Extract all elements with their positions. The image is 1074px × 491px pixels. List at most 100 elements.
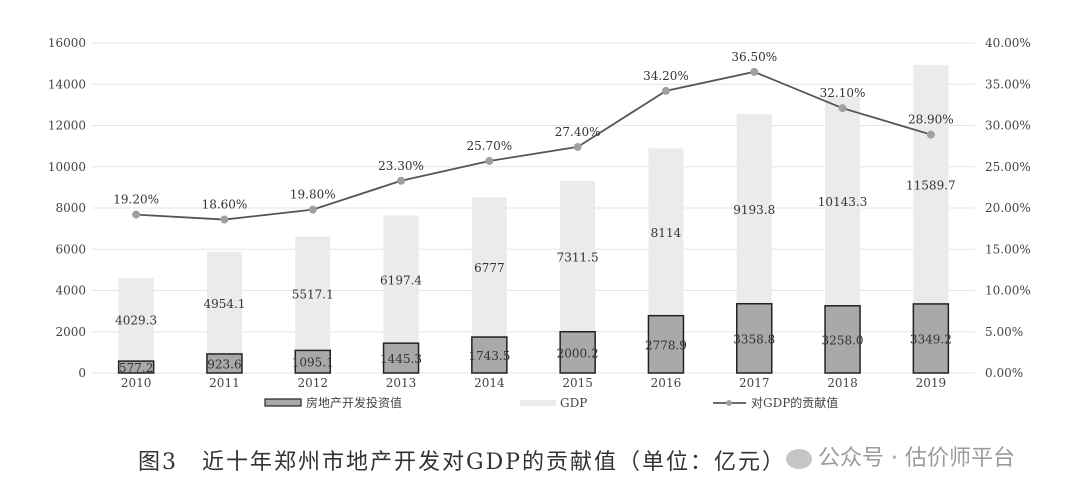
- contribution-point: [132, 210, 141, 219]
- x-tick-label: 2013: [386, 376, 417, 390]
- y2-tick-label: 10.00%: [985, 284, 1031, 298]
- gdp-data-label: 11589.7: [906, 178, 956, 192]
- y-tick-label: 8000: [55, 201, 86, 215]
- y-tick-label: 10000: [48, 160, 86, 174]
- contribution-data-label: 25.70%: [466, 139, 512, 153]
- x-tick-label: 2018: [827, 376, 858, 390]
- contribution-data-label: 23.30%: [378, 159, 424, 173]
- investment-bar: [912, 303, 950, 374]
- gdp-data-label: 4029.3: [115, 314, 157, 328]
- contribution-point: [661, 86, 670, 95]
- gdp-bar: [825, 96, 861, 306]
- contribution-data-label: 36.50%: [731, 50, 777, 64]
- gdp-data-label: 10143.3: [818, 195, 868, 209]
- contribution-data-label: 19.20%: [113, 193, 159, 207]
- contribution-data-label: 27.40%: [555, 125, 601, 139]
- legend-investment-swatch: [264, 398, 302, 407]
- investment-bar: [294, 349, 331, 374]
- y2-tick-label: 30.00%: [985, 119, 1031, 133]
- y-tick-label: 16000: [48, 36, 86, 50]
- investment-bar: [647, 314, 685, 374]
- contribution-data-label: 18.60%: [202, 198, 248, 212]
- figure-caption: 图3 近十年郑州市地产开发对GDP的贡献值（单位：亿元）: [138, 450, 787, 475]
- y-tick-label: 12000: [48, 119, 86, 133]
- gdp-data-label: 4954.1: [203, 297, 245, 311]
- gdp-data-label: 6777: [474, 261, 505, 275]
- x-tick-label: 2015: [562, 376, 593, 390]
- investment-bar: [206, 353, 243, 374]
- contribution-data-label: 19.80%: [290, 188, 336, 202]
- contribution-point: [926, 130, 935, 139]
- investment-data-label: 3358.8: [733, 332, 775, 346]
- gdp-bar: [648, 148, 684, 316]
- contribution-point: [573, 142, 582, 151]
- y2-tick-label: 5.00%: [985, 325, 1023, 339]
- x-tick-label: 2017: [739, 376, 770, 390]
- investment-bar: [736, 302, 773, 374]
- investment-data-label: 577.2: [119, 361, 153, 375]
- investment-data-label: 1743.5: [468, 349, 510, 363]
- contribution-point: [308, 205, 317, 214]
- gdp-bar: [383, 215, 419, 344]
- investment-bar: [382, 342, 420, 374]
- legend-gdp-swatch: [520, 400, 556, 406]
- gdp-bar: [118, 277, 154, 362]
- contribution-point: [397, 176, 406, 185]
- y2-tick-label: 35.00%: [985, 77, 1031, 91]
- gdp-bar: [736, 114, 772, 304]
- gdp-bar: [471, 197, 507, 338]
- x-tick-label: 2019: [916, 376, 947, 390]
- investment-data-label: 3349.2: [910, 332, 952, 346]
- watermark-text: 公众号 · 估价师平台: [818, 446, 1015, 471]
- y2-tick-label: 25.00%: [985, 160, 1031, 174]
- legend-line-marker: [726, 400, 732, 406]
- investment-data-label: 1095.1: [292, 356, 334, 370]
- y2-tick-label: 0.00%: [985, 366, 1023, 380]
- investment-data-label: 2778.9: [645, 338, 687, 352]
- contribution-data-label: 34.20%: [643, 69, 689, 83]
- wechat-icon: [786, 449, 812, 469]
- contribution-data-label: 32.10%: [820, 86, 866, 100]
- legend-line-label: 对GDP的贡献值: [751, 395, 838, 410]
- x-tick-label: 2014: [474, 376, 505, 390]
- investment-bar: [559, 330, 596, 374]
- gdp-bar: [913, 64, 949, 304]
- contribution-data-label: 28.90%: [908, 113, 954, 127]
- x-tick-label: 2016: [651, 376, 682, 390]
- gdp-data-label: 6197.4: [380, 273, 422, 287]
- investment-bar: [824, 305, 861, 374]
- y-tick-label: 4000: [55, 284, 86, 298]
- legend-gdp-label: GDP: [560, 396, 587, 410]
- gdp-bar: [560, 180, 596, 332]
- x-tick-label: 2012: [297, 376, 328, 390]
- contribution-line: [136, 70, 932, 221]
- gdp-data-label: 5517.1: [292, 288, 334, 302]
- gdp-bar: [295, 236, 331, 351]
- contribution-point: [838, 104, 847, 113]
- contribution-point: [485, 156, 494, 165]
- investment-data-label: 2000.2: [557, 346, 599, 360]
- y-tick-label: 0: [78, 366, 86, 380]
- y-tick-label: 14000: [48, 77, 86, 91]
- y-tick-label: 6000: [55, 242, 86, 256]
- gdp-data-label: 8114: [651, 226, 682, 240]
- gdp-data-label: 9193.8: [733, 203, 775, 217]
- y-tick-label: 2000: [55, 325, 86, 339]
- investment-data-label: 923.6: [207, 357, 241, 371]
- x-tick-label: 2010: [121, 376, 152, 390]
- y2-tick-label: 20.00%: [985, 201, 1031, 215]
- x-tick-label: 2011: [209, 376, 240, 390]
- gdp-bar: [206, 251, 242, 354]
- investment-data-label: 3258.0: [822, 333, 864, 347]
- investment-data-label: 1445.3: [380, 352, 422, 366]
- contribution-point: [220, 215, 229, 224]
- watermark: 公众号 · 估价师平台: [786, 440, 1015, 472]
- legend-investment-label: 房地产开发投资值: [306, 395, 402, 410]
- y2-tick-label: 40.00%: [985, 36, 1031, 50]
- gdp-data-label: 7311.5: [557, 250, 599, 264]
- contribution-point: [750, 67, 759, 76]
- y2-tick-label: 15.00%: [985, 242, 1031, 256]
- chart: 0 2000 4000 6000 8000 10000 12000 14000 16000 0.0…: [48, 36, 1031, 410]
- investment-bar: [471, 336, 508, 374]
- investment-bar: [117, 360, 155, 374]
